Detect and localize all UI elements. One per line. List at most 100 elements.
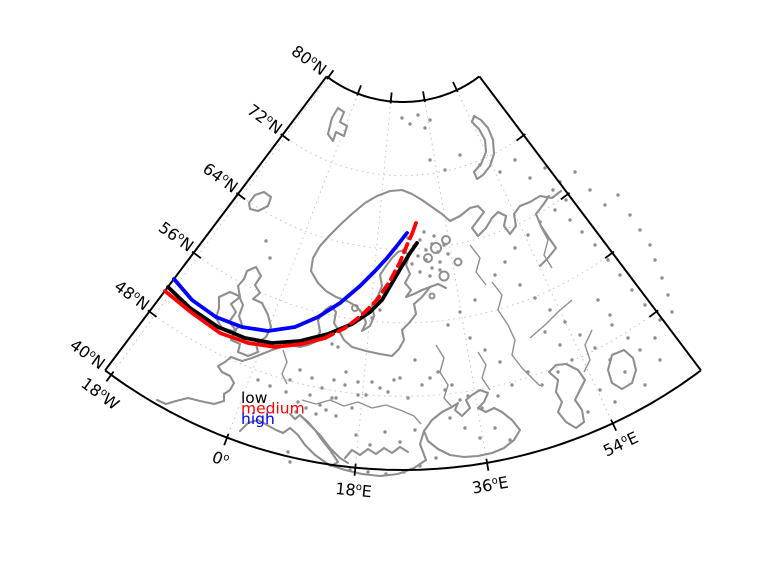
coastlines — [155, 106, 638, 478]
speckle-dot — [608, 358, 612, 362]
speckle-dot — [334, 414, 338, 418]
speckle-dot — [570, 358, 574, 362]
speckle-dot — [498, 170, 502, 174]
speckle-dot — [436, 250, 440, 254]
speckle-dot — [428, 158, 432, 162]
speckle-dot — [588, 188, 592, 192]
speckle-dot — [628, 213, 632, 217]
legend-label-low: low — [241, 389, 268, 407]
lon-tick-top-36 — [422, 91, 426, 103]
speckle-dot — [418, 464, 422, 468]
speckle-dot — [670, 310, 674, 314]
speckle-dot — [288, 378, 292, 382]
speckle-dot — [288, 460, 292, 464]
speckle-dot — [413, 358, 417, 362]
meridian-54 — [456, 89, 614, 424]
speckle-dot — [294, 410, 298, 414]
speckle-dot — [336, 345, 340, 349]
speckle-dot — [384, 472, 388, 476]
coast-path-2 — [247, 190, 273, 213]
speckle-dot — [578, 333, 582, 337]
lat-tick-left-48n — [147, 309, 158, 318]
speckle-dot — [398, 440, 402, 444]
speckle-dot — [356, 393, 360, 397]
speckle-dot — [298, 368, 302, 372]
speckle-dot — [413, 428, 417, 432]
lon-tick-bottom-0 — [223, 433, 230, 446]
speckle-dot — [378, 386, 382, 390]
coast-path-4 — [470, 114, 496, 181]
coast-path-6 — [238, 418, 285, 435]
speckle-dot — [428, 274, 432, 278]
speckle-dot — [443, 168, 447, 172]
speckle-dot — [383, 430, 387, 434]
lake-speckles — [256, 113, 674, 476]
legend-label-high: high — [241, 410, 275, 428]
lat-label-72n: 72oN — [244, 100, 286, 138]
speckle-dot — [418, 270, 422, 274]
speckle-dot — [438, 268, 442, 272]
parallel-72n — [282, 134, 524, 177]
speckle-dot — [286, 450, 290, 454]
lon-tick-bottom--18 — [105, 371, 115, 382]
lon-label-0: 0o — [209, 447, 231, 471]
speckle-dot — [638, 348, 642, 352]
track-high — [172, 231, 409, 333]
speckle-dot — [508, 438, 512, 442]
coast-path-17 — [422, 388, 522, 459]
speckle-dot — [378, 308, 382, 312]
meridian-18 — [354, 101, 392, 468]
speckle-dot — [526, 233, 530, 237]
coast-path-9 — [534, 194, 558, 268]
speckle-dot — [503, 260, 507, 264]
speckle-dot — [658, 318, 662, 322]
speckle-dot — [603, 203, 607, 207]
speckle-dot — [443, 388, 447, 392]
coast-path-3 — [326, 106, 349, 143]
coast-path-19 — [606, 348, 638, 391]
lakes — [351, 235, 463, 312]
speckle-dot — [493, 426, 497, 430]
lake-1 — [453, 257, 463, 267]
coast-path-15 — [328, 458, 428, 478]
speckle-dot — [400, 116, 404, 120]
speckle-dot — [643, 303, 647, 307]
speckle-dot — [458, 310, 462, 314]
speckle-dot — [463, 426, 467, 430]
coast-path-8 — [309, 188, 563, 285]
speckle-dot — [356, 380, 360, 384]
speckle-dot — [442, 243, 446, 247]
speckle-dot — [478, 436, 482, 440]
lon-tick-bottom-54 — [610, 419, 617, 431]
speckle-dot — [368, 443, 372, 447]
speckle-dot — [556, 370, 560, 374]
meridian-0 — [226, 93, 359, 438]
speckle-dot — [450, 383, 454, 387]
speckle-dot — [418, 238, 422, 242]
river-path-5 — [301, 399, 422, 425]
speckle-dot — [551, 188, 555, 192]
speckle-dot — [513, 246, 517, 250]
track-medium-dashed — [323, 232, 414, 340]
speckle-dot — [256, 378, 260, 382]
speckle-dot — [343, 383, 347, 387]
coast-path-13 — [298, 413, 350, 465]
speckle-dot — [533, 296, 537, 300]
speckle-dot — [553, 208, 557, 212]
speckle-dot — [543, 166, 547, 170]
speckle-dot — [643, 383, 647, 387]
speckle-dot — [608, 313, 612, 317]
lon-tick-top--18 — [326, 69, 335, 80]
lake-6 — [423, 253, 433, 263]
speckle-dot — [310, 376, 314, 380]
speckle-dot — [473, 298, 477, 302]
speckle-dot — [468, 336, 472, 340]
speckle-dot — [408, 122, 412, 126]
speckle-dot — [284, 390, 288, 394]
speckle-dot — [606, 258, 610, 262]
speckle-dot — [616, 193, 620, 197]
lat-tick-left-72n — [280, 133, 291, 142]
